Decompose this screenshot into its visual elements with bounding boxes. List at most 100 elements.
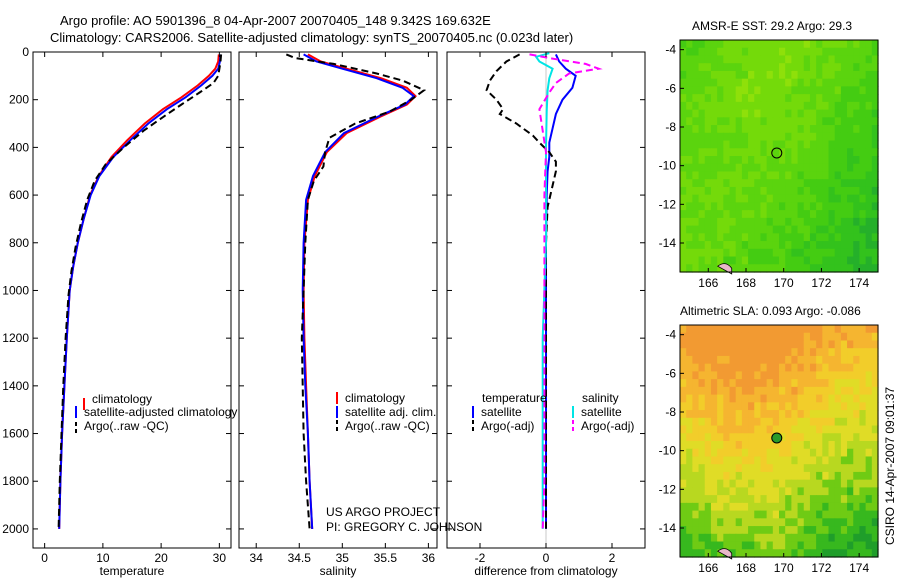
map-cell bbox=[779, 163, 786, 173]
map-cell bbox=[735, 156, 743, 165]
map-cell bbox=[853, 541, 861, 550]
map-cell bbox=[760, 479, 768, 488]
map-cell bbox=[698, 179, 706, 188]
map-cell bbox=[847, 179, 854, 188]
map-cell bbox=[871, 541, 879, 550]
map-cell bbox=[834, 433, 842, 442]
map-cell bbox=[729, 248, 737, 258]
map-cell bbox=[865, 148, 873, 157]
map-cell bbox=[809, 101, 817, 111]
map-cell bbox=[772, 425, 780, 434]
map-cell bbox=[834, 179, 842, 188]
map-cell bbox=[816, 332, 823, 342]
map-cell bbox=[717, 55, 724, 64]
map-cell bbox=[871, 471, 879, 481]
map-cell bbox=[772, 55, 780, 64]
map-cell bbox=[779, 441, 786, 450]
map-cell bbox=[853, 86, 861, 95]
map-cell bbox=[797, 433, 805, 442]
map-cell bbox=[754, 63, 762, 72]
map-cell bbox=[809, 179, 817, 188]
map-cell bbox=[785, 348, 792, 357]
map-cell bbox=[828, 479, 836, 488]
map-cell bbox=[847, 417, 854, 427]
map-cell bbox=[748, 125, 755, 134]
map-cell bbox=[847, 502, 854, 512]
map-cell bbox=[717, 448, 724, 458]
map-cell bbox=[717, 86, 724, 95]
map-cell bbox=[822, 402, 830, 411]
map-cell bbox=[766, 94, 774, 103]
map-cell bbox=[865, 417, 873, 427]
map-cell bbox=[748, 402, 755, 411]
map-cell bbox=[766, 171, 774, 180]
map-cell bbox=[865, 194, 873, 203]
map-cell bbox=[748, 186, 755, 196]
map-cell bbox=[723, 156, 731, 165]
legend-label-temp-argo: Argo(-adj) bbox=[481, 419, 534, 433]
map-cell bbox=[760, 433, 768, 442]
map-cell bbox=[834, 448, 842, 458]
map-cell bbox=[772, 502, 780, 512]
map-xtick-label: 174 bbox=[849, 561, 869, 575]
map-cell bbox=[729, 47, 737, 57]
legend-label-argo: Argo(..raw -QC) bbox=[84, 419, 169, 433]
map-cell bbox=[834, 363, 842, 372]
map-cell bbox=[828, 526, 836, 535]
map-cell bbox=[748, 425, 755, 434]
map-cell bbox=[816, 186, 823, 196]
map-cell bbox=[834, 402, 842, 411]
map-cell bbox=[865, 140, 873, 149]
map-cell bbox=[698, 541, 706, 550]
map-cell bbox=[741, 386, 749, 396]
map-cell bbox=[717, 355, 724, 365]
map-cell bbox=[698, 402, 706, 411]
map-cell bbox=[717, 386, 724, 396]
map-cell bbox=[717, 549, 724, 558]
map-cell bbox=[859, 448, 867, 458]
map-cell bbox=[692, 78, 700, 87]
map-cell bbox=[822, 210, 830, 219]
map-cell bbox=[797, 125, 805, 134]
map-cell bbox=[748, 148, 755, 157]
map-cell bbox=[791, 194, 799, 203]
map-cell bbox=[791, 140, 799, 149]
map-cell bbox=[840, 510, 848, 519]
map-cell bbox=[754, 78, 762, 87]
map-cell bbox=[698, 433, 706, 442]
map-cell bbox=[698, 125, 706, 134]
map-cell bbox=[710, 533, 718, 543]
map-cell bbox=[680, 109, 687, 118]
map-cell bbox=[816, 256, 823, 265]
map-cell bbox=[748, 456, 755, 465]
map-cell bbox=[741, 448, 749, 458]
map-cell bbox=[754, 202, 762, 211]
map-cell bbox=[692, 225, 700, 234]
map-cell bbox=[847, 526, 854, 535]
map-cell bbox=[816, 179, 823, 188]
map-cell bbox=[822, 533, 830, 543]
map-cell bbox=[865, 386, 873, 396]
map-cell bbox=[680, 217, 687, 227]
map-cell bbox=[847, 202, 854, 211]
map-cell bbox=[779, 355, 786, 365]
map-cell bbox=[847, 518, 854, 527]
map-cell bbox=[766, 518, 774, 527]
map-cell bbox=[735, 264, 743, 273]
map-cell bbox=[710, 179, 718, 188]
map-cell bbox=[710, 456, 718, 465]
map-cell bbox=[698, 156, 706, 165]
map-cell bbox=[816, 541, 823, 550]
map-cell bbox=[766, 132, 774, 142]
map-cell bbox=[809, 94, 817, 103]
map-cell bbox=[871, 55, 879, 64]
map-cell bbox=[680, 47, 687, 57]
map-cell bbox=[847, 441, 854, 450]
map-cell bbox=[865, 340, 873, 349]
map-cell bbox=[710, 186, 718, 196]
map-cell bbox=[834, 441, 842, 450]
map-cell bbox=[822, 47, 830, 57]
map-cell bbox=[828, 55, 836, 64]
map-cell bbox=[748, 117, 755, 126]
map-cell bbox=[698, 533, 706, 543]
